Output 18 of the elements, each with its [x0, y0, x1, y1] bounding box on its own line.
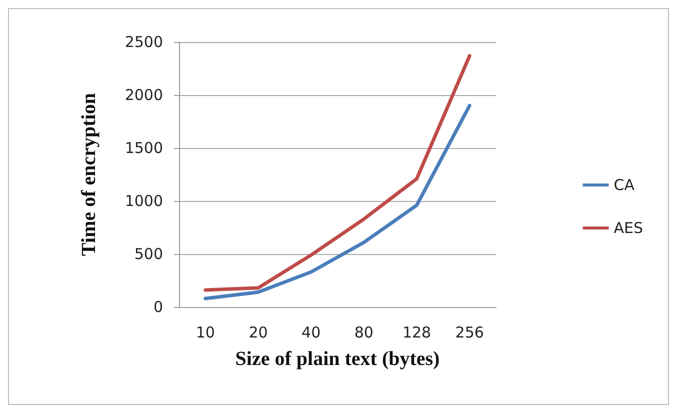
y-tick-label: 1500 — [124, 139, 163, 157]
x-tick-label: 256 — [455, 324, 484, 342]
x-tick-label: 20 — [248, 324, 268, 342]
y-tick-label: 2500 — [124, 33, 163, 51]
x-tick-label: 128 — [402, 324, 432, 342]
y-tick-label: 0 — [153, 298, 163, 316]
x-axis-title: Size of plain text (bytes) — [235, 348, 440, 370]
line-series — [204, 54, 472, 292]
legend-label: AES — [614, 219, 644, 237]
y-tick-label: 2000 — [124, 86, 163, 104]
y-tick-label: 1000 — [124, 192, 163, 210]
legend-label: CA — [614, 176, 636, 194]
y-axis-title: Time of encryption — [78, 93, 100, 256]
line-series — [204, 104, 472, 300]
x-tick-label: 80 — [354, 324, 374, 342]
y-tick-label: 500 — [134, 245, 163, 263]
x-tick-label: 10 — [196, 324, 215, 342]
x-tick-label: 40 — [302, 324, 321, 342]
